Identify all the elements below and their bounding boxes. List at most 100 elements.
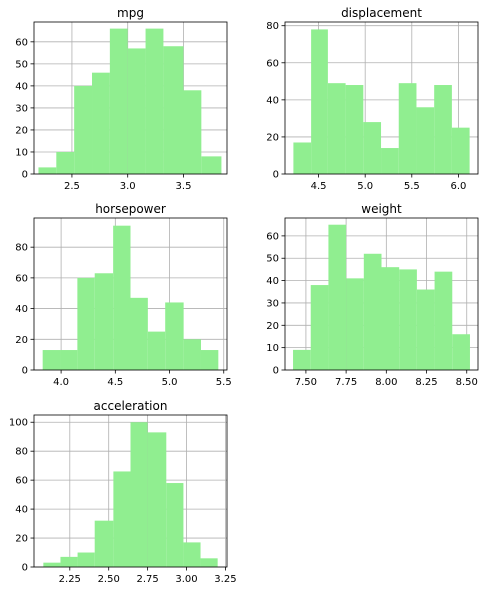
histogram-bar [38, 167, 57, 174]
histogram-bar [416, 107, 435, 174]
histogram-bar [201, 156, 222, 174]
histogram-bar [183, 542, 201, 567]
histogram-panel-weight: 7.50 7.75 8.00 8.25 8.50 0 10 20 30 40 50 60 weight [266, 202, 479, 388]
y-tick-label: 40 [266, 95, 279, 106]
y-tick-label: 0 [22, 563, 28, 574]
y-tick-label: 40 [15, 505, 28, 516]
histogram-bar [127, 48, 146, 174]
y-tick-label: 40 [15, 81, 28, 92]
histogram-panel-acceleration: 2.25 2.50 2.75 3.00 3.25 0 20 40 60 80 100 accelera… [9, 399, 237, 585]
y-tick-label: 40 [266, 276, 279, 287]
histogram-bar [200, 350, 219, 370]
histogram-bar [345, 85, 364, 174]
histogram-bar [130, 297, 148, 370]
x-tick-label: 4.5 [311, 181, 327, 192]
x-tick-label: 7.75 [335, 377, 357, 388]
x-tick-label: 7.50 [295, 377, 317, 388]
histogram-bar [130, 422, 148, 567]
x-tick-label: 5.5 [216, 377, 232, 388]
y-tick-label: 80 [266, 21, 279, 32]
histogram-bar [165, 302, 184, 370]
x-tick-label: 4.5 [107, 377, 123, 388]
histogram-bar [43, 562, 61, 567]
histogram-bar [328, 224, 347, 370]
histogram-bar [60, 556, 78, 567]
y-tick-label: 10 [15, 147, 28, 158]
x-tick-label: 8.50 [456, 377, 478, 388]
histogram-bar [398, 83, 417, 174]
histogram-bar [346, 278, 364, 370]
y-tick-label: 80 [15, 447, 28, 458]
axes-frame [33, 414, 228, 568]
x-tick-label: 5.0 [357, 181, 373, 192]
histogram-bar [183, 90, 202, 174]
histogram-bar [92, 72, 110, 174]
histogram-bar [399, 269, 417, 370]
histogram-bar [311, 29, 328, 174]
y-tick-label: 30 [15, 103, 28, 114]
y-tick-label: 10 [266, 343, 279, 354]
y-tick-label: 60 [266, 58, 279, 69]
histogram-bar [293, 349, 311, 370]
histogram-bar [434, 271, 453, 370]
histogram-bar [113, 471, 131, 567]
x-tick-label: 8.00 [375, 377, 397, 388]
chart-title: horsepower [95, 202, 166, 216]
histogram-bar [77, 277, 95, 370]
axes-frame [284, 21, 479, 175]
y-tick-label: 0 [22, 366, 28, 377]
x-tick-label: 5.0 [162, 377, 178, 388]
y-tick-label: 0 [22, 170, 28, 181]
histogram-bar [381, 267, 400, 370]
x-tick-label: 2.25 [59, 574, 81, 585]
y-tick-label: 20 [266, 321, 279, 332]
y-tick-label: 50 [15, 59, 28, 70]
chart-title: mpg [117, 6, 144, 20]
histogram-bar [327, 83, 346, 174]
histogram-bar [416, 289, 435, 370]
y-tick-label: 30 [266, 298, 279, 309]
histogram-bar [363, 122, 382, 174]
histogram-panel-displacement: 4.5 5.0 5.5 6.0 0 20 40 60 80 displacement [266, 6, 479, 192]
y-tick-label: 20 [15, 125, 28, 136]
x-tick-label: 3.00 [175, 574, 197, 585]
histogram-bar [363, 253, 382, 370]
x-tick-label: 4.0 [53, 377, 69, 388]
axes-frame [284, 217, 479, 371]
histogram-bar [109, 28, 128, 174]
x-tick-label: 6.0 [450, 181, 466, 192]
histogram-bar [183, 339, 201, 370]
histogram-bar [163, 46, 184, 174]
y-tick-label: 60 [15, 37, 28, 48]
histogram-bar [451, 127, 470, 174]
histogram-bar [77, 552, 95, 567]
axes-frame [33, 21, 228, 175]
y-tick-label: 50 [266, 254, 279, 265]
chart-title: displacement [341, 6, 422, 20]
x-tick-label: 3.0 [120, 181, 136, 192]
histogram-bar [94, 520, 114, 567]
histogram-bar [293, 142, 312, 174]
histogram-bar [145, 28, 164, 174]
y-tick-label: 20 [15, 335, 28, 346]
histogram-bar [74, 85, 93, 174]
histogram-bar [147, 331, 166, 370]
chart-title: acceleration [94, 399, 168, 413]
y-tick-label: 40 [15, 304, 28, 315]
histogram-bar [94, 273, 114, 370]
axes-frame [33, 217, 228, 371]
x-tick-label: 2.50 [98, 574, 120, 585]
x-tick-label: 8.25 [415, 377, 437, 388]
y-tick-label: 0 [273, 366, 279, 377]
y-tick-label: 0 [273, 170, 279, 181]
chart-title: weight [361, 202, 402, 216]
y-tick-label: 20 [266, 132, 279, 143]
histogram-bar [60, 350, 78, 370]
histogram-bar [310, 285, 329, 370]
histogram-bar [113, 225, 131, 370]
histogram-bar [147, 432, 167, 567]
histogram-bar [42, 350, 61, 370]
x-tick-label: 3.5 [176, 181, 192, 192]
histogram-panel-mpg: 2.5 3.0 3.5 0 10 20 30 40 50 60 mpg [15, 6, 228, 192]
